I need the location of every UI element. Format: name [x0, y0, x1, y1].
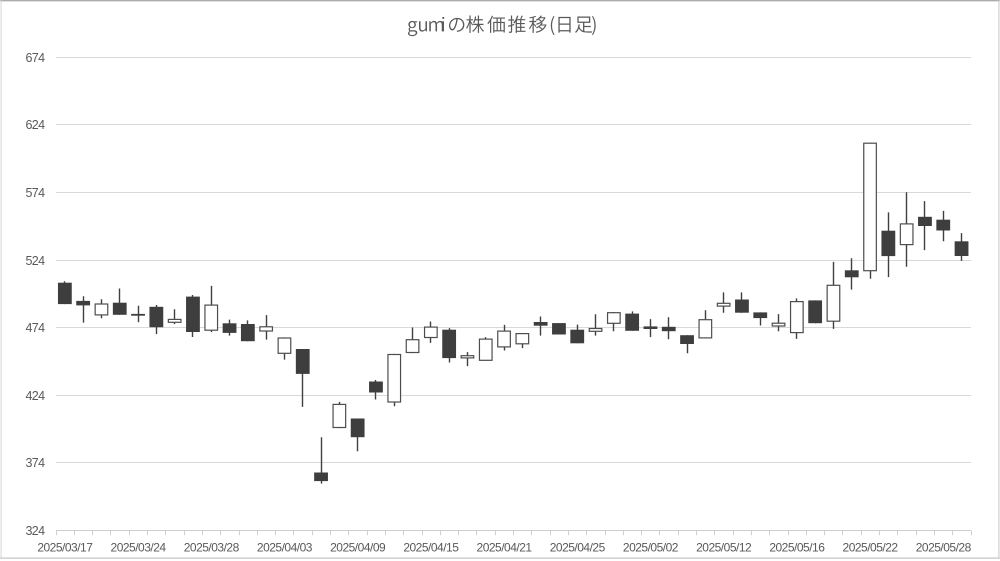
svg-text:2025/04/15: 2025/04/15	[403, 540, 459, 554]
svg-text:2025/04/21: 2025/04/21	[477, 540, 533, 554]
svg-text:2025/03/17: 2025/03/17	[37, 540, 93, 554]
svg-text:424: 424	[25, 389, 45, 403]
svg-text:324: 324	[25, 524, 45, 538]
svg-text:374: 374	[25, 456, 45, 470]
svg-text:574: 574	[25, 186, 45, 200]
svg-text:624: 624	[25, 118, 45, 132]
svg-text:2025/03/28: 2025/03/28	[184, 540, 240, 554]
svg-text:2025/05/16: 2025/05/16	[769, 540, 825, 554]
svg-text:2025/05/22: 2025/05/22	[843, 540, 899, 554]
svg-text:2025/04/09: 2025/04/09	[330, 540, 386, 554]
svg-text:2025/04/25: 2025/04/25	[550, 540, 606, 554]
svg-text:2025/04/03: 2025/04/03	[257, 540, 313, 554]
svg-text:524: 524	[25, 254, 45, 268]
svg-text:2025/05/12: 2025/05/12	[696, 540, 752, 554]
svg-text:674: 674	[25, 51, 45, 65]
svg-text:2025/03/24: 2025/03/24	[111, 540, 167, 554]
svg-text:2025/05/28: 2025/05/28	[916, 540, 972, 554]
svg-text:2025/05/02: 2025/05/02	[623, 540, 679, 554]
svg-text:474: 474	[25, 321, 45, 335]
